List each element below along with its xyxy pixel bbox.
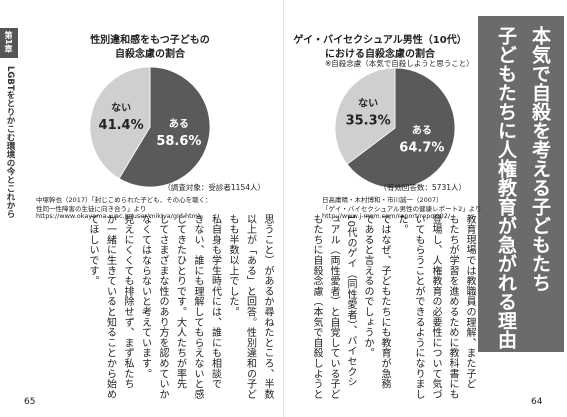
body-column: 以上が「ある」と回答。性別違和の子ど [244,214,256,400]
chart-title: における自殺念慮の割合 [325,49,435,60]
body-column: なくてはならないと考えています。 [139,214,151,379]
pie-slice [346,67,456,189]
heading-line: 子どもたちに人権教育が急がれる理由 [495,26,517,349]
slice-label: ある [412,123,432,136]
body-column: 10代のゲイ（同性愛者）、バイセクシ [345,214,356,388]
heading-line: 本気で自殺を考える子どもたち [529,26,551,292]
body-column: 登場し、人権教育の必要性について気づ [430,214,441,400]
body-column: 見えにくくても排除せず、まず私たち [122,214,133,390]
page-number: 65 [24,397,36,407]
body-column: ュアル（両性愛者）と自覚している子ど [328,214,339,400]
body-column: た。 [396,214,407,235]
body-column: てほしいです。 [87,214,98,287]
chart-note: （有効回答数：5731人） [379,183,466,192]
body-column: きない、誰にも理解してもらえないと感 [192,214,203,400]
body-column: もたちに自殺念慮（本気で自殺しようと [311,214,322,400]
body-column: 思うこと）があるか尋ねたところ、半数 [262,214,273,400]
chart-title: 自殺念慮の割合 [115,49,185,60]
body-column: もたちが学習を進めるために教科書にも [447,214,458,400]
slice-label: ある [169,117,189,130]
body-column: が一緒に生きていると知ることから始め [104,214,116,400]
chart-source: 中塚幹也（2017）「封じこめられた子ども、その心を聴く： [36,196,212,204]
body-column: してさまざまな性のあり方を認めていか [157,214,168,400]
value-label: 41.4% [99,118,144,133]
chapter-tab [0,28,18,58]
slice-label: ない [358,98,378,110]
chart-source: https://www.okayama-u.ac.jp/user/mikiya/… [36,212,200,220]
page-number: 64 [531,397,543,407]
chart-source: 日高庸晴・木村博和・市川誠一（2007） [322,196,443,204]
body-column: ではなぜ、子どもたちにも教育が急務 [379,214,390,390]
body-column: 私自身も学生時代には、誰にも相談で [209,214,221,390]
chart-source: 性同一性障害の生徒に向き合う」より [36,205,147,213]
body-column: 教育現場では教職員の理解、また子ど [464,214,475,390]
chapter-number: 第1章 [4,31,13,53]
pie-slice [334,67,396,165]
chapter-title: LGBTをとりかこむ環境の今とこれから [5,66,15,219]
value-label: 58.6% [156,134,201,149]
chart-subtitle: ※自殺念慮（本気で自殺しようと思うこと） [325,59,474,68]
pie-slice [118,66,211,188]
chart-note: （調査対象：受診者1154人） [163,183,265,192]
body-column: じてきたひとりです。大人たちが率先 [174,214,186,390]
chart-source: 「ゲイ・バイセクシュアル男性の健康レポート2」より [322,205,482,213]
pie-slice [89,66,151,180]
value-label: 35.3% [346,114,391,129]
slice-label: ない [111,102,131,114]
chart-title: ゲイ・バイセクシュアル男性（10代） [293,35,467,46]
value-label: 64.7% [399,140,444,155]
chart-source: http://www.j-msm.com/report/report02/ [322,212,451,220]
body-column: もも半数以上でした。 [227,214,238,317]
chart-title: 性別違和感をもつ子どもの [90,35,210,46]
body-column: いてもらうことができるようになりまし [413,214,424,400]
body-column: であると言えるのでしょうか。 [362,214,373,359]
heading-box [478,16,564,352]
